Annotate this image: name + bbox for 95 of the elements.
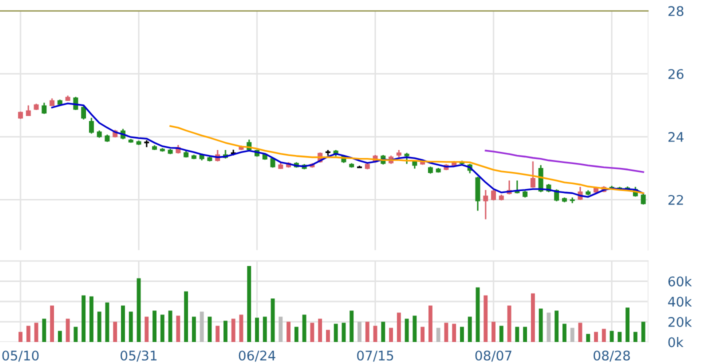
bar	[208, 316, 212, 342]
candlestick	[89, 117, 94, 134]
bar	[26, 326, 30, 342]
bar	[318, 318, 322, 342]
line-series	[484, 150, 644, 173]
y-tick-label: 60k	[668, 276, 692, 286]
bar	[594, 332, 598, 342]
bar	[58, 330, 62, 342]
bar	[436, 328, 440, 342]
bar	[113, 322, 118, 342]
bar	[326, 330, 330, 342]
bar	[286, 322, 291, 342]
bar	[302, 314, 306, 342]
bar	[381, 322, 386, 342]
bar	[200, 312, 204, 342]
bar	[515, 326, 520, 342]
bar	[184, 291, 188, 342]
y-tick-label: 20k	[668, 316, 692, 327]
bar	[121, 306, 125, 342]
bar	[626, 308, 630, 342]
candlestick	[475, 176, 480, 212]
bar	[396, 312, 401, 342]
bar	[168, 310, 172, 342]
bar	[602, 328, 606, 342]
bar	[42, 318, 46, 342]
bar	[586, 334, 590, 342]
x-tick-label: 05/10	[2, 350, 39, 362]
bar	[310, 322, 314, 342]
bar	[570, 328, 574, 342]
bar	[358, 322, 362, 342]
bar	[247, 266, 252, 342]
bar	[404, 318, 409, 342]
bar	[160, 314, 164, 342]
bar	[492, 322, 496, 342]
bar	[66, 318, 70, 342]
y-tick-label: 40k	[668, 296, 692, 307]
bar	[507, 306, 512, 342]
bar	[523, 326, 528, 342]
bar	[231, 318, 236, 342]
bar	[176, 316, 180, 342]
bar	[278, 316, 283, 342]
y-tick-label: 24	[668, 132, 684, 142]
bar	[499, 326, 504, 342]
bar	[255, 318, 259, 342]
candlestick	[491, 189, 496, 202]
bar	[460, 326, 464, 342]
bar	[262, 316, 267, 342]
bar	[89, 296, 94, 342]
candlestick	[81, 106, 86, 120]
bar	[530, 293, 535, 342]
x-tick-label: 08/07	[475, 350, 512, 362]
candlestick	[404, 152, 410, 165]
x-tick-label: 06/24	[238, 350, 276, 362]
x-tick-label: 07/15	[357, 350, 394, 362]
bar	[82, 295, 86, 342]
bar	[144, 316, 149, 342]
bar	[641, 322, 646, 342]
bar	[192, 316, 196, 342]
bar	[618, 332, 622, 342]
bar	[484, 295, 488, 342]
bar	[420, 326, 425, 342]
x-tick-label: 08/28	[594, 350, 630, 362]
bar	[128, 312, 133, 342]
candlestick	[483, 189, 488, 220]
y-tick-label: 26	[668, 69, 684, 80]
bar	[538, 308, 543, 342]
bar	[365, 322, 370, 342]
y-tick-label: 28	[668, 6, 684, 16]
bar	[97, 312, 102, 342]
candlestick	[530, 160, 536, 188]
bar	[74, 326, 78, 342]
bar	[546, 312, 551, 342]
bar	[452, 324, 456, 342]
bar	[428, 306, 432, 342]
x-tick-label: 05/31	[120, 350, 157, 362]
bar	[334, 324, 338, 342]
y-tick-label: 0k	[668, 337, 684, 348]
bar	[468, 316, 472, 342]
bar	[633, 332, 638, 342]
bar	[389, 328, 393, 342]
bar	[152, 310, 156, 342]
bar	[350, 310, 354, 342]
y-tick-label: 22	[668, 194, 683, 205]
bar	[412, 316, 417, 342]
bar	[50, 306, 54, 342]
bar	[105, 302, 110, 342]
bar	[554, 310, 559, 342]
bar	[224, 320, 228, 342]
bar	[444, 322, 448, 342]
bar	[216, 326, 220, 342]
bar	[562, 324, 566, 342]
candlestick	[640, 193, 646, 206]
bar	[294, 326, 298, 342]
candlestick	[42, 102, 47, 115]
bar	[18, 332, 22, 342]
